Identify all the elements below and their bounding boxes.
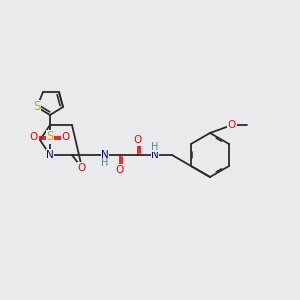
Text: N: N (151, 150, 159, 160)
Text: S: S (46, 130, 54, 143)
Text: O: O (228, 120, 236, 130)
Text: N: N (101, 150, 109, 160)
Text: H: H (151, 142, 159, 152)
Text: N: N (46, 150, 54, 160)
Text: O: O (30, 132, 38, 142)
Text: O: O (116, 165, 124, 175)
Text: O: O (134, 135, 142, 145)
Text: O: O (78, 163, 86, 173)
Text: S: S (33, 100, 41, 113)
Text: O: O (62, 132, 70, 142)
Text: H: H (101, 158, 109, 168)
